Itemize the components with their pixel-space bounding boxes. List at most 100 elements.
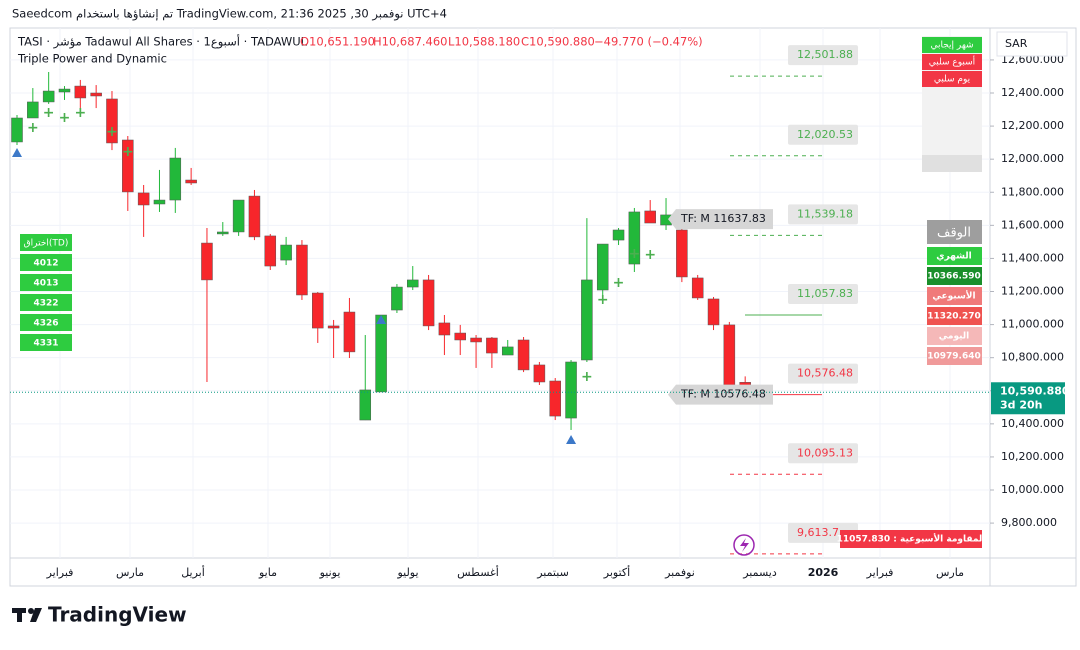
sar-band	[922, 155, 982, 172]
signal-plus: +	[644, 247, 656, 263]
y-tick-label: 10,000.000	[1001, 483, 1064, 496]
x-tick-label: مارس	[936, 566, 964, 579]
signal-triangle	[376, 315, 387, 324]
level-box	[788, 284, 858, 305]
candle-body	[137, 192, 150, 206]
level-box	[788, 124, 858, 145]
candle-body	[533, 364, 546, 383]
tf-label: TF: M 10576.48	[680, 388, 766, 401]
y-tick-label: 11,600.000	[1001, 218, 1064, 231]
candle-body	[248, 195, 261, 238]
x-tick-label: يوليو	[396, 566, 418, 579]
td-value: 4326	[33, 319, 58, 329]
x-tick-label: سبتمبر	[536, 566, 569, 579]
candle-body	[296, 244, 308, 296]
y-tick-label: 10,800.000	[1001, 351, 1064, 364]
candle-body	[375, 314, 387, 393]
y-tick-label: 11,000.000	[1001, 318, 1064, 331]
stop-value: الشهري	[936, 252, 971, 262]
level-label: 12,020.53	[797, 128, 853, 141]
candle-body	[549, 380, 561, 417]
trend-cell	[922, 54, 982, 70]
signal-plus: +	[43, 105, 55, 121]
candle-body	[169, 157, 182, 201]
candle-body	[90, 92, 102, 97]
candle-body	[264, 235, 277, 267]
td-value: 4331	[33, 339, 58, 349]
frame	[9, 27, 1077, 587]
y-tick-label: 12,400.000	[1001, 86, 1064, 99]
credit: Saeedcom تم إنشاؤها باستخدام TradingView…	[12, 7, 447, 22]
x-tick-label: مايو	[258, 566, 277, 579]
td-cell	[20, 314, 72, 331]
candle-body	[407, 279, 419, 288]
candle-body	[27, 101, 39, 119]
level-label: 12,501.88	[797, 48, 853, 61]
signal-plus: +	[613, 275, 625, 291]
td-cell	[20, 254, 72, 271]
signal-plus: +	[122, 144, 134, 160]
candle-body	[470, 337, 482, 343]
candle-body	[565, 361, 577, 419]
trend-label: شهر إيجابي	[930, 41, 973, 51]
x-tick-label: نوفمبر	[664, 566, 695, 579]
stop-cell	[927, 287, 982, 305]
trend-cell	[922, 37, 982, 53]
tf-box	[668, 384, 773, 405]
stop-value: الأسبوعي	[932, 290, 975, 302]
td-cell	[20, 294, 72, 311]
x-tick-label: فبراير	[866, 566, 894, 579]
y-tick-label: 12,200.000	[1001, 119, 1064, 132]
x-tick-label: مارس	[116, 566, 144, 579]
stop-cell	[927, 307, 982, 325]
y-tick-label: 11,200.000	[1001, 285, 1064, 298]
ohlc-low: L10,588.180	[448, 35, 520, 49]
stop-value: 11320.270	[927, 312, 981, 322]
y-tick-label: 9,800.000	[1001, 516, 1057, 529]
stop-cell	[927, 347, 982, 365]
candle-body	[486, 337, 498, 354]
candle-body	[74, 85, 87, 99]
x-tick-label: أغسطس	[457, 565, 499, 579]
level-label: 10,095.13	[797, 446, 853, 459]
level-box	[788, 443, 858, 464]
price-label: 10,590.880	[1000, 384, 1070, 397]
y-tick-label: 10,200.000	[1001, 450, 1064, 463]
change: −49.770 (−0.47%)	[594, 35, 703, 49]
y-tick-label: 11,400.000	[1001, 251, 1064, 264]
candle-body	[359, 389, 372, 421]
logo: TradingView	[48, 603, 187, 627]
candle-body	[691, 277, 704, 299]
x-tick-label: ديسمبر	[742, 566, 777, 579]
candle-body	[723, 324, 736, 386]
trend-label: أسبوع سلبي	[929, 56, 975, 68]
td-value: 4012	[33, 259, 58, 269]
x-tick-label: 2026	[808, 566, 839, 579]
x-tick-label: أكتوبر	[603, 565, 630, 579]
candle-body	[201, 242, 213, 281]
level-box	[788, 204, 858, 225]
stop-cell	[927, 267, 982, 285]
y-tick-label: 10,400.000	[1001, 417, 1064, 430]
signal-plus: +	[106, 124, 118, 140]
indicator: Triple Power and Dynamic	[17, 52, 167, 66]
logo-mark	[12, 608, 42, 622]
ohlc-high: H10,687.460	[373, 35, 448, 49]
event-icon	[733, 534, 755, 556]
signal-triangle	[12, 148, 22, 157]
candle-body	[517, 339, 530, 371]
candle-body	[106, 98, 118, 144]
ohlc-close: C10,590.880	[521, 35, 595, 49]
trend-cell	[922, 71, 982, 87]
signal-plus: +	[597, 292, 609, 308]
signal-plus: +	[27, 120, 39, 136]
candle-body	[11, 117, 23, 143]
trend-label: يوم سلبي	[934, 75, 971, 85]
stop-value: 10366.590	[927, 272, 981, 282]
resistance-label: المقاومة الأسبوعية : 11057.830	[837, 533, 986, 545]
candle-body	[676, 229, 688, 278]
candle-body	[581, 279, 593, 361]
td-header	[20, 234, 72, 251]
